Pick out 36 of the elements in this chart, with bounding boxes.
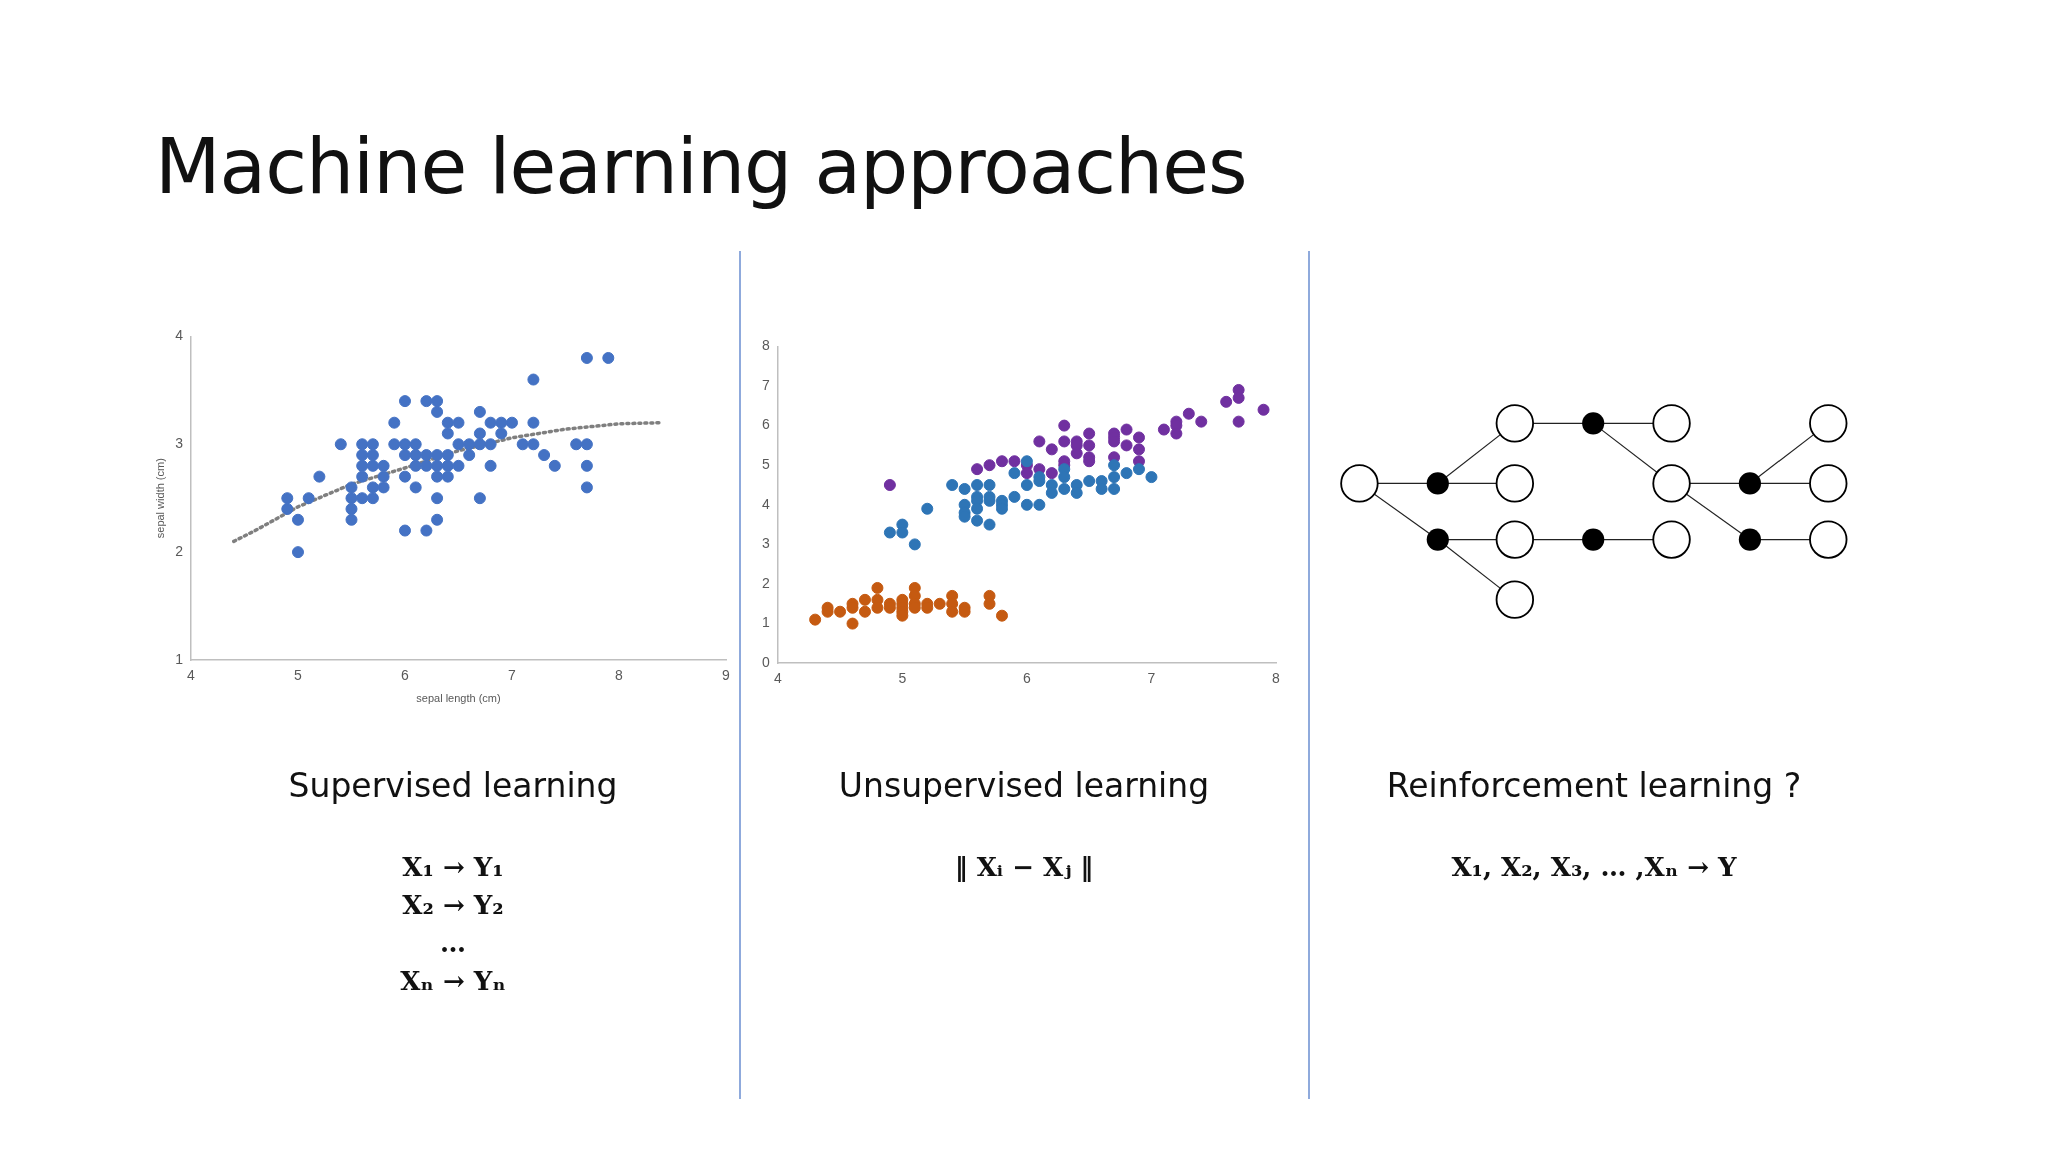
text: Reinforcement learning ? [1386, 766, 1802, 805]
text: … [440, 928, 466, 958]
x-tick-label: 4 [187, 667, 196, 684]
y-axis-title: sepal width (cm) [153, 458, 166, 539]
text: Unsupervised learning [838, 766, 1210, 805]
y-tick-label: 5 [761, 456, 770, 473]
y-tick-label: 6 [761, 416, 770, 433]
y-tick-label: 0 [761, 654, 770, 671]
chart-title: Machine learning approaches [155, 122, 1247, 211]
x-tick-label: 5 [294, 667, 303, 684]
text: ‖ Xᵢ − Xⱼ ‖ [954, 852, 1094, 882]
text: X₁ → Y₁ [402, 852, 504, 882]
y-tick-label: 3 [175, 435, 184, 452]
y-tick-label: 4 [761, 495, 770, 512]
x-tick-label: 4 [773, 670, 782, 687]
x-tick-label: 7 [1147, 670, 1156, 687]
text: X₂ → Y₂ [402, 890, 504, 920]
x-tick-label: 6 [401, 667, 410, 684]
x-tick-label: 7 [508, 667, 517, 684]
x-tick-label: 8 [1272, 670, 1281, 687]
y-tick-label: 7 [761, 376, 770, 393]
x-tick-label: 5 [898, 670, 907, 687]
text: Xₙ → Yₙ [400, 966, 506, 996]
text: Supervised learning [288, 766, 618, 805]
y-tick-label: 2 [761, 574, 770, 591]
x-tick-label: 6 [1022, 670, 1031, 687]
text: X₁, X₂, X₃, … ,Xₙ → Y [1451, 852, 1737, 882]
y-tick-label: 2 [175, 542, 184, 559]
y-tick-label: 4 [175, 327, 184, 344]
y-tick-label: 8 [761, 337, 770, 354]
x-tick-label: 9 [722, 667, 731, 684]
y-tick-label: 1 [175, 650, 184, 667]
x-axis-title: sepal length (cm) [416, 692, 501, 705]
y-tick-label: 1 [761, 614, 770, 631]
y-tick-label: 3 [761, 535, 770, 552]
x-tick-label: 8 [615, 667, 624, 684]
